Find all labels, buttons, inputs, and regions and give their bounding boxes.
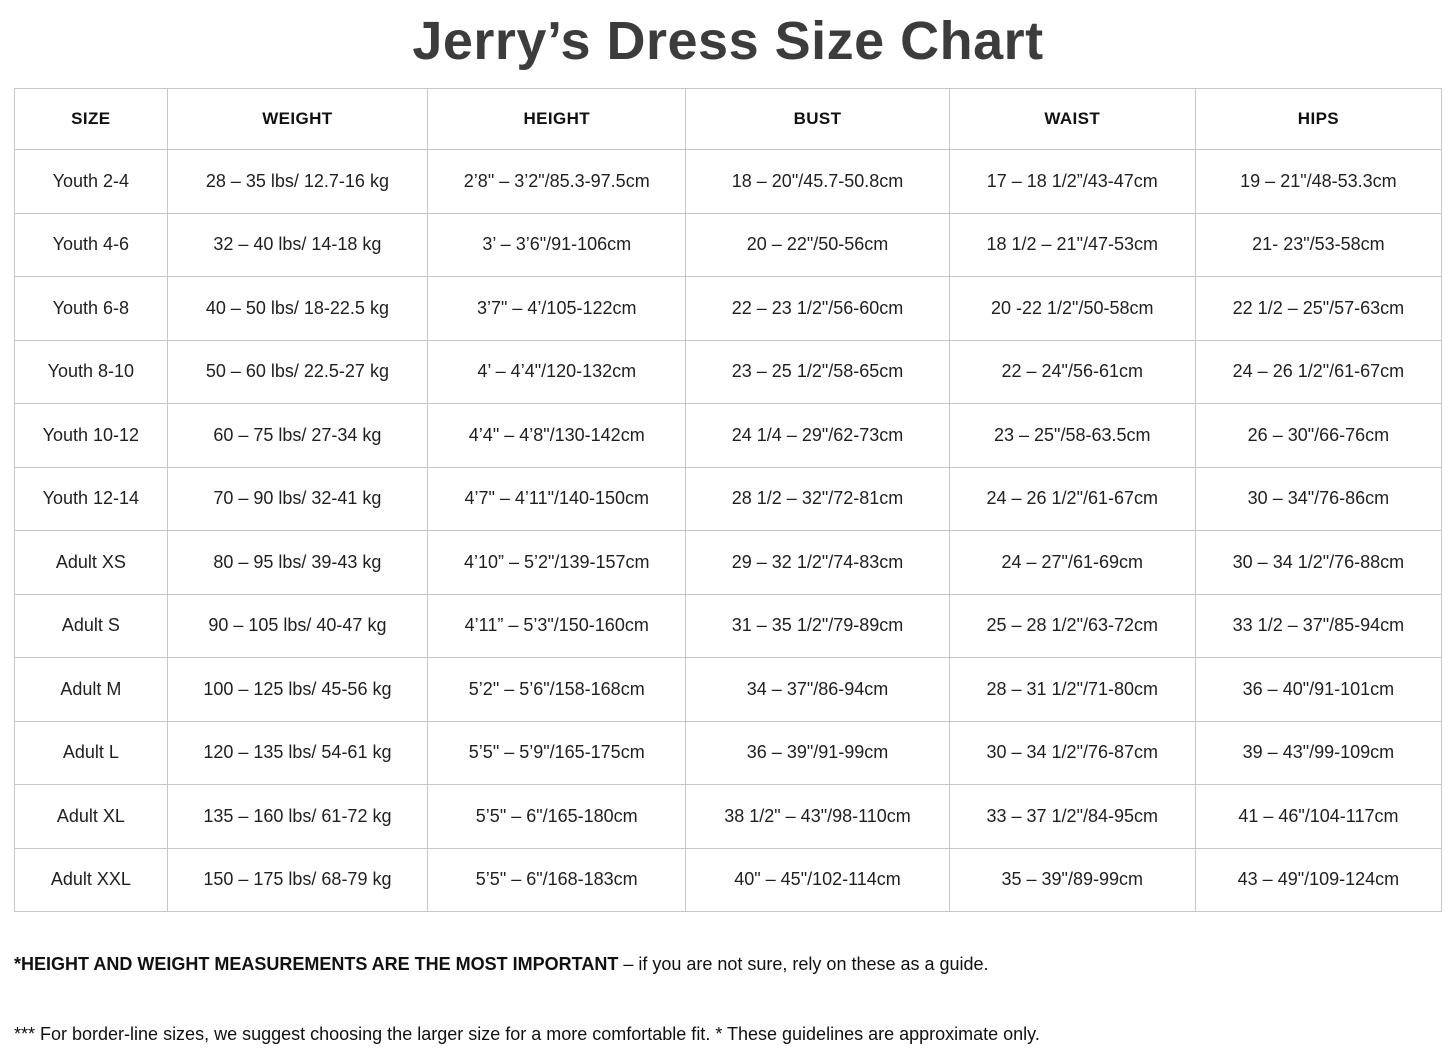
- column-header-hips: HIPS: [1194, 88, 1443, 150]
- height-cell: 2’8" – 3’2"/85.3-97.5cm: [427, 149, 687, 214]
- waist-cell: 18 1/2 – 21"/47-53cm: [948, 212, 1196, 277]
- footnote-regular-text: – if you are not sure, rely on these as …: [618, 954, 989, 974]
- page-title: Jerry’s Dress Size Chart: [412, 11, 1044, 71]
- weight-cell: 135 – 160 lbs/ 61-72 kg: [166, 784, 429, 849]
- size-cell: Youth 8-10: [14, 339, 168, 404]
- height-cell: 3’ – 3’6"/91-106cm: [427, 212, 687, 277]
- height-cell: 4’10” – 5’2"/139-157cm: [427, 530, 687, 595]
- size-cell: Adult L: [14, 720, 168, 785]
- waist-cell: 23 – 25"/58-63.5cm: [948, 403, 1196, 468]
- table-row: Youth 12-14 70 – 90 lbs/ 32-41 kg 4’7" – 4…: [14, 466, 1443, 531]
- hips-cell: 39 – 43"/99-109cm: [1194, 720, 1443, 785]
- header-row: SIZE WEIGHT HEIGHT BUST WAIST HIPS: [14, 88, 1443, 150]
- size-cell: Adult XS: [14, 530, 168, 595]
- weight-cell: 120 – 135 lbs/ 54-61 kg: [166, 720, 429, 785]
- size-cell: Adult S: [14, 593, 168, 658]
- table-row: Youth 10-12 60 – 75 lbs/ 27-34 kg 4’4" – 4…: [14, 403, 1443, 468]
- waist-cell: 25 – 28 1/2"/63-72cm: [948, 593, 1196, 658]
- size-cell: Youth 2-4: [14, 149, 168, 214]
- bust-cell: 38 1/2" – 43"/98-110cm: [685, 784, 950, 849]
- height-cell: 4’7" – 4’11"/140-150cm: [427, 466, 687, 531]
- waist-cell: 24 – 27"/61-69cm: [948, 530, 1196, 595]
- size-cell: Youth 6-8: [14, 276, 168, 341]
- size-cell: Youth 10-12: [14, 403, 168, 468]
- waist-cell: 35 – 39"/89-99cm: [948, 847, 1196, 912]
- bust-cell: 34 – 37"/86-94cm: [685, 657, 950, 722]
- waist-cell: 24 – 26 1/2"/61-67cm: [948, 466, 1196, 531]
- waist-cell: 22 – 24"/56-61cm: [948, 339, 1196, 404]
- bust-cell: 23 – 25 1/2"/58-65cm: [685, 339, 950, 404]
- footnote-borderline-sizes: *** For border-line sizes, we suggest ch…: [14, 1024, 1040, 1044]
- height-cell: 5’5" – 6"/165-180cm: [427, 784, 687, 849]
- height-cell: 5’5" – 5’9"/165-175cm: [427, 720, 687, 785]
- hips-cell: 43 – 49"/109-124cm: [1194, 847, 1443, 912]
- bust-cell: 29 – 32 1/2"/74-83cm: [685, 530, 950, 595]
- footnote-height-weight: *HEIGHT AND WEIGHT MEASUREMENTS ARE THE …: [14, 954, 1442, 975]
- table-row: Adult M 100 – 125 lbs/ 45-56 kg 5’2" – 5’6…: [14, 657, 1443, 722]
- weight-cell: 60 – 75 lbs/ 27-34 kg: [166, 403, 429, 468]
- hips-cell: 24 – 26 1/2"/61-67cm: [1194, 339, 1443, 404]
- column-header-bust: BUST: [685, 88, 950, 150]
- bust-cell: 18 – 20"/45.7-50.8cm: [685, 149, 950, 214]
- column-header-size: SIZE: [14, 88, 168, 150]
- size-cell: Adult M: [14, 657, 168, 722]
- column-header-height: HEIGHT: [427, 88, 687, 150]
- table-row: Youth 8-10 50 – 60 lbs/ 22.5-27 kg 4’ – 4’…: [14, 339, 1443, 404]
- bust-cell: 40" – 45"/102-114cm: [685, 847, 950, 912]
- hips-cell: 41 – 46"/104-117cm: [1194, 784, 1443, 849]
- size-cell: Adult XXL: [14, 847, 168, 912]
- waist-cell: 20 -22 1/2"/50-58cm: [948, 276, 1196, 341]
- footnote-bold-text: *HEIGHT AND WEIGHT MEASUREMENTS ARE THE …: [14, 954, 619, 974]
- weight-cell: 50 – 60 lbs/ 22.5-27 kg: [166, 339, 429, 404]
- hips-cell: 22 1/2 – 25"/57-63cm: [1194, 276, 1443, 341]
- size-cell: Adult XL: [14, 784, 168, 849]
- height-cell: 5’2" – 5’6"/158-168cm: [427, 657, 687, 722]
- column-header-weight: WEIGHT: [166, 88, 429, 150]
- size-chart-table: SIZE WEIGHT HEIGHT BUST WAIST HIPS Youth 2-4 2…: [14, 88, 1443, 912]
- hips-cell: 30 – 34"/76-86cm: [1194, 466, 1443, 531]
- weight-cell: 40 – 50 lbs/ 18-22.5 kg: [166, 276, 429, 341]
- size-cell: Youth 12-14: [14, 466, 168, 531]
- height-cell: 4’4" – 4’8"/130-142cm: [427, 403, 687, 468]
- weight-cell: 100 – 125 lbs/ 45-56 kg: [166, 657, 429, 722]
- waist-cell: 17 – 18 1/2”/43-47cm: [948, 149, 1196, 214]
- height-cell: 5’5" – 6"/168-183cm: [427, 847, 687, 912]
- table-row: Adult XS 80 – 95 lbs/ 39-43 kg 4’10” – 5’2…: [14, 530, 1443, 595]
- waist-cell: 33 – 37 1/2"/84-95cm: [948, 784, 1196, 849]
- bust-cell: 36 – 39"/91-99cm: [685, 720, 950, 785]
- bust-cell: 24 1/4 – 29"/62-73cm: [685, 403, 950, 468]
- table-row: Adult L 120 – 135 lbs/ 54-61 kg 5’5" – 5’9…: [14, 720, 1443, 785]
- table-row: Adult XL 135 – 160 lbs/ 61-72 kg 5’5" – 6"…: [14, 784, 1443, 849]
- table-row: Adult XXL 150 – 175 lbs/ 68-79 kg 5’5" – 6…: [14, 847, 1443, 912]
- hips-cell: 21- 23"/53-58cm: [1194, 212, 1443, 277]
- hips-cell: 33 1/2 – 37"/85-94cm: [1194, 593, 1443, 658]
- height-cell: 4’ – 4’4"/120-132cm: [427, 339, 687, 404]
- table-row: Youth 6-8 40 – 50 lbs/ 18-22.5 kg 3’7" – 4…: [14, 276, 1443, 341]
- weight-cell: 28 – 35 lbs/ 12.7-16 kg: [166, 149, 429, 214]
- hips-cell: 30 – 34 1/2"/76-88cm: [1194, 530, 1443, 595]
- bust-cell: 20 – 22"/50-56cm: [685, 212, 950, 277]
- bust-cell: 31 – 35 1/2"/79-89cm: [685, 593, 950, 658]
- waist-cell: 30 – 34 1/2"/76-87cm: [948, 720, 1196, 785]
- weight-cell: 80 – 95 lbs/ 39-43 kg: [166, 530, 429, 595]
- weight-cell: 150 – 175 lbs/ 68-79 kg: [166, 847, 429, 912]
- waist-cell: 28 – 31 1/2"/71-80cm: [948, 657, 1196, 722]
- hips-cell: 19 – 21"/48-53.3cm: [1194, 149, 1443, 214]
- height-cell: 3’7" – 4’/105-122cm: [427, 276, 687, 341]
- weight-cell: 32 – 40 lbs/ 14-18 kg: [166, 212, 429, 277]
- height-cell: 4’11” – 5’3"/150-160cm: [427, 593, 687, 658]
- table-row: Youth 2-4 28 – 35 lbs/ 12.7-16 kg 2’8" – 3…: [14, 149, 1443, 214]
- table-row: Youth 4-6 32 – 40 lbs/ 14-18 kg 3’ – 3’6"/…: [14, 212, 1443, 277]
- hips-cell: 36 – 40"/91-101cm: [1194, 657, 1443, 722]
- table-row: Adult S 90 – 105 lbs/ 40-47 kg 4’11” – 5’3…: [14, 593, 1443, 658]
- size-cell: Youth 4-6: [14, 212, 168, 277]
- bust-cell: 22 – 23 1/2"/56-60cm: [685, 276, 950, 341]
- column-header-waist: WAIST: [948, 88, 1196, 150]
- hips-cell: 26 – 30"/66-76cm: [1194, 403, 1443, 468]
- bust-cell: 28 1/2 – 32"/72-81cm: [685, 466, 950, 531]
- weight-cell: 70 – 90 lbs/ 32-41 kg: [166, 466, 429, 531]
- weight-cell: 90 – 105 lbs/ 40-47 kg: [166, 593, 429, 658]
